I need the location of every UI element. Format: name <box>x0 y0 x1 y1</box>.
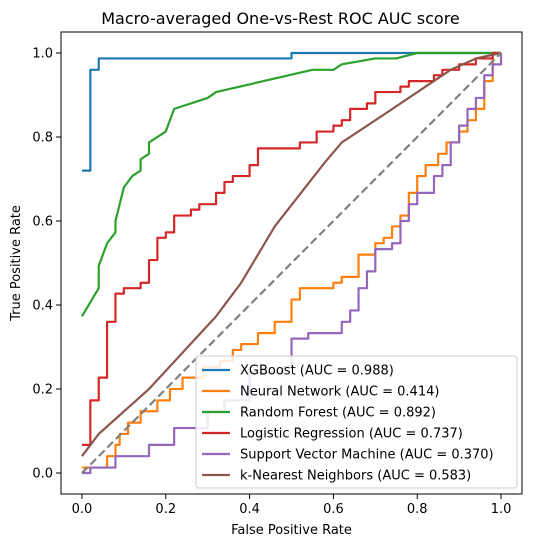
series-line-0 <box>81 51 502 172</box>
x-tick-label: 0.4 <box>239 502 260 517</box>
series-line-3 <box>81 51 502 446</box>
chart-title: Macro-averaged One-vs-Rest ROC AUC score <box>101 9 460 28</box>
legend-entry-2: Random Forest (AUC = 0.892) <box>240 406 436 421</box>
series-line-5 <box>81 51 502 457</box>
legend-entry-4: Support Vector Machine (AUC = 0.370) <box>240 448 494 463</box>
series-line-2 <box>81 51 502 317</box>
plot-area: 0.0 0.2 0.4 0.6 0.8 1.0 0.0 0.2 0.4 0.6 0.8 1.0 XGBo… <box>32 31 523 517</box>
x-tick-label: 0.6 <box>323 502 344 517</box>
axes-frame <box>60 31 523 495</box>
legend-box <box>195 355 518 489</box>
x-tick-label: 0.0 <box>72 502 93 517</box>
y-tick-label: 0.4 <box>32 299 53 314</box>
legend-entry-1: Neural Network (AUC = 0.414) <box>240 385 439 400</box>
y-tick-label: 1.0 <box>32 47 53 62</box>
x-tick-label: 0.2 <box>155 502 176 517</box>
chance-diagonal-line <box>81 52 502 474</box>
x-tick-label: 1.0 <box>491 502 512 517</box>
x-tick-label: 0.8 <box>407 502 428 517</box>
y-tick-label: 0.6 <box>32 215 53 230</box>
legend-entry-5: k-Nearest Neighbors (AUC = 0.583) <box>240 469 471 484</box>
y-tick-label: 0.2 <box>32 383 53 398</box>
y-tick-label: 0.0 <box>32 467 53 482</box>
legend-entry-3: Logistic Regression (AUC = 0.737) <box>240 427 463 442</box>
legend-entry-0: XGBoost (AUC = 0.988) <box>240 364 394 379</box>
y-tick-label: 0.8 <box>32 131 53 146</box>
x-axis-label: False Positive Rate <box>231 523 352 538</box>
series-line-1 <box>81 51 502 469</box>
y-axis-label: True Positive Rate <box>9 205 24 322</box>
legend: XGBoost (AUC = 0.988) Neural Network (AUC… <box>195 355 518 489</box>
